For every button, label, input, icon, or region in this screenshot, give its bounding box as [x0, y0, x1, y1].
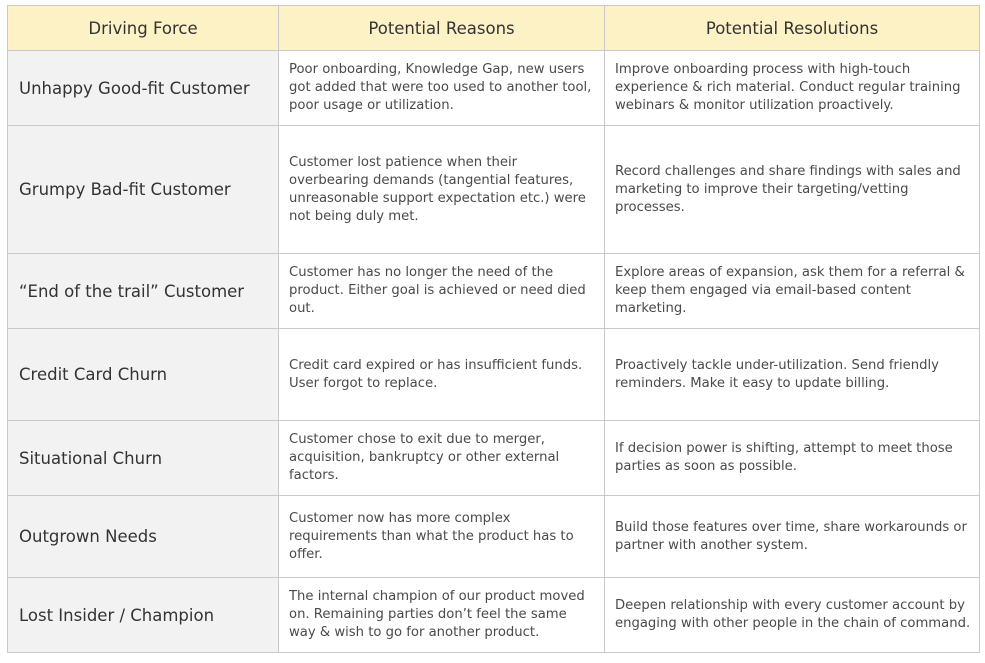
table-row: Unhappy Good-fit Customer Poor onboardin…: [7, 50, 980, 126]
resolution-cell: If decision power is shifting, attempt t…: [604, 420, 980, 496]
reason-cell: Customer lost patience when their overbe…: [278, 125, 605, 254]
header-potential-resolutions: Potential Resolutions: [604, 5, 980, 51]
reason-cell: The internal champion of our product mov…: [278, 577, 605, 653]
driving-force-cell: Unhappy Good-fit Customer: [7, 50, 279, 126]
resolution-cell: Build those features over time, share wo…: [604, 495, 980, 578]
reason-cell: Customer now has more complex requiremen…: [278, 495, 605, 578]
resolution-cell: Improve onboarding process with high-tou…: [604, 50, 980, 126]
reason-cell: Poor onboarding, Knowledge Gap, new user…: [278, 50, 605, 126]
table-row: Credit Card Churn Credit card expired or…: [7, 328, 980, 421]
resolution-cell: Explore areas of expansion, ask them for…: [604, 253, 980, 329]
driving-force-cell: Lost Insider / Champion: [7, 577, 279, 653]
table-row: Outgrown Needs Customer now has more com…: [7, 495, 980, 578]
resolution-cell: Record challenges and share findings wit…: [604, 125, 980, 254]
reason-cell: Customer chose to exit due to merger, ac…: [278, 420, 605, 496]
driving-force-cell: Credit Card Churn: [7, 328, 279, 421]
resolution-cell: Proactively tackle under-utilization. Se…: [604, 328, 980, 421]
header-driving-force: Driving Force: [7, 5, 279, 51]
table-row: “End of the trail” Customer Customer has…: [7, 253, 980, 329]
driving-force-cell: Outgrown Needs: [7, 495, 279, 578]
churn-drivers-table: Driving Force Potential Reasons Potentia…: [7, 5, 980, 653]
table-header-row: Driving Force Potential Reasons Potentia…: [7, 5, 980, 51]
table-row: Lost Insider / Champion The internal cha…: [7, 577, 980, 653]
resolution-cell: Deepen relationship with every customer …: [604, 577, 980, 653]
driving-force-cell: Situational Churn: [7, 420, 279, 496]
churn-table-container: Driving Force Potential Reasons Potentia…: [7, 5, 980, 653]
driving-force-cell: “End of the trail” Customer: [7, 253, 279, 329]
reason-cell: Customer has no longer the need of the p…: [278, 253, 605, 329]
header-potential-reasons: Potential Reasons: [278, 5, 605, 51]
reason-cell: Credit card expired or has insufficient …: [278, 328, 605, 421]
driving-force-cell: Grumpy Bad-fit Customer: [7, 125, 279, 254]
table-row: Situational Churn Customer chose to exit…: [7, 420, 980, 496]
table-row: Grumpy Bad-fit Customer Customer lost pa…: [7, 125, 980, 254]
